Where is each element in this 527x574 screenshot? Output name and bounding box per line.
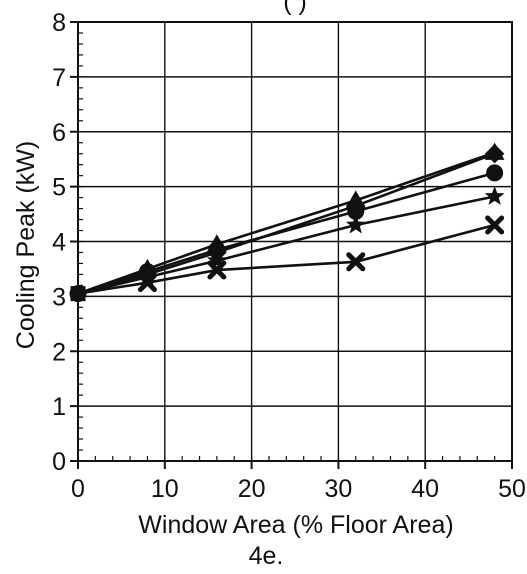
x-tick-label: 30 bbox=[324, 475, 352, 503]
x-tick-labels: 0 10 20 30 40 50 bbox=[71, 475, 526, 503]
y-axis-label: Cooling Peak (kW) bbox=[12, 141, 40, 349]
y-tick-label: 7 bbox=[52, 64, 66, 92]
series-x bbox=[77, 215, 505, 295]
marker-x bbox=[346, 252, 366, 272]
x-tick-label: 0 bbox=[71, 475, 85, 503]
chart-title: ( ) bbox=[283, 0, 307, 16]
y-tick-label: 2 bbox=[52, 338, 66, 366]
y-tick-label: 1 bbox=[52, 393, 66, 421]
y-tick-label: 8 bbox=[52, 9, 66, 37]
marker-x bbox=[207, 260, 227, 280]
marker-circle bbox=[486, 164, 504, 182]
y-tick-labels: 0 1 2 3 4 5 6 7 8 bbox=[52, 9, 66, 476]
series-line bbox=[77, 223, 495, 295]
y-tick-label: 3 bbox=[52, 283, 66, 311]
marker-x bbox=[137, 273, 157, 293]
x-tick-label: 10 bbox=[151, 475, 179, 503]
marker-star bbox=[345, 214, 366, 234]
origin-marker bbox=[69, 285, 87, 303]
marker-star bbox=[484, 186, 505, 205]
figure-caption: 4e. bbox=[249, 542, 284, 570]
x-axis-label: Window Area (% Floor Area) bbox=[138, 511, 453, 539]
series bbox=[69, 142, 505, 303]
y-tick-label: 4 bbox=[52, 229, 66, 257]
x-tick-label: 40 bbox=[411, 475, 439, 503]
series-diamond bbox=[77, 143, 505, 295]
marker-star bbox=[206, 250, 227, 270]
x-tick-label: 50 bbox=[498, 475, 526, 503]
y-tick-label: 0 bbox=[52, 448, 66, 476]
marker-x bbox=[485, 215, 505, 235]
marker-diamond bbox=[484, 143, 505, 164]
x-tick-label: 20 bbox=[238, 475, 266, 503]
grid bbox=[70, 21, 513, 469]
y-tick-label: 5 bbox=[52, 174, 66, 202]
y-tick-label: 6 bbox=[52, 119, 66, 147]
plot-frame bbox=[77, 21, 513, 462]
